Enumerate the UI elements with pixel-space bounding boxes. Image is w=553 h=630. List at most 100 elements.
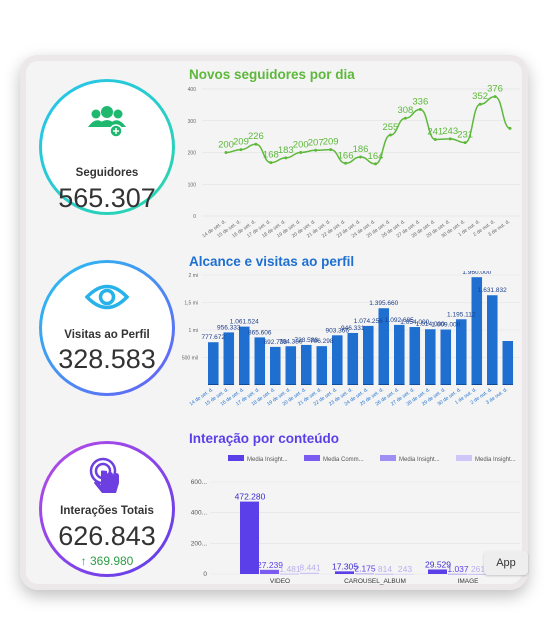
data-label: 352 [472,91,488,102]
data-label: 1.014.000 [416,321,445,328]
y-tick-label: 300 [188,119,197,125]
y-tick-label: 1 mi [189,328,198,334]
kpi-interacoes-label: Interações Totais [60,505,154,517]
data-point [403,116,407,120]
data-point [329,148,333,152]
data-label: 183 [278,145,294,156]
data-label: 704.386 [279,338,303,345]
legend-swatch [304,455,320,461]
bar-secondary [440,384,452,385]
bar [363,325,374,385]
data-label: 728.588 [295,337,319,344]
bar-secondary [456,384,467,385]
kpi-seguidores-label: Seguidores [75,167,139,179]
x-tick-label: IMAGE [458,578,480,585]
data-label: 903.366 [326,327,350,334]
data-label: 1.631.832 [478,287,507,294]
y-tick-label: 600... [191,479,207,486]
data-point [284,156,288,160]
data-label: 1.195.112 [447,311,476,318]
bar [332,335,343,385]
data-label: 956.333 [217,324,241,331]
data-label: 692.738 [264,339,288,346]
kpi-visitas-label: Visitas ao Perfil [64,329,150,341]
data-point [314,148,318,152]
data-point [418,107,422,111]
y-tick-label: 400... [191,510,207,517]
legend-label: Media Insight... [399,457,440,463]
data-point [388,133,392,137]
data-point [299,151,303,154]
bar [316,346,328,385]
data-label: 226 [248,131,264,142]
bar-secondary [471,384,483,385]
data-label: 472.280 [235,492,266,502]
data-label: 243 [398,564,412,574]
data-point [344,161,348,165]
bar [270,346,281,385]
data-label: 166 [338,150,354,161]
bar [285,346,297,385]
bar [428,569,447,574]
data-label: 1.395.660 [369,300,398,307]
data-label: 1.092.685 [385,317,414,324]
bar [335,571,354,574]
bar-secondary [285,384,297,385]
bar [440,329,452,385]
data-label: 1.960.000 [462,271,491,276]
app-button[interactable]: App [484,551,528,575]
data-label: 168 [263,150,279,161]
series-line [225,95,511,165]
y-tick-label: 0 [203,571,207,578]
data-label: 207 [308,137,324,148]
bar-secondary [425,384,436,385]
data-point [373,162,377,166]
bar [223,332,235,385]
data-label: 1.481 [279,564,301,574]
bar [394,324,405,385]
data-label: 1.009.000 [431,322,460,329]
bar [280,573,299,575]
bar-secondary [378,384,390,385]
data-label: 209 [323,137,339,148]
bar-secondary [208,384,219,385]
data-label: 17.305 [332,561,358,571]
data-label: 1.061.524 [230,319,259,326]
data-label: 1.037 [447,564,469,574]
data-label: 777.672 [202,334,226,341]
chart-title-alcance: Alcance e visitas ao perfil [189,254,355,269]
bar-secondary [502,384,514,385]
chart-title-seguidores: Novos seguidores por dia [189,67,355,82]
bar [254,337,266,385]
y-tick-label: 200 [188,151,197,157]
bar-secondary [394,384,405,385]
data-point [224,151,228,154]
data-label: 241 [427,126,443,137]
data-point [359,155,363,159]
data-label: 27.239 [257,560,283,570]
bar [301,344,312,385]
legend-swatch [228,455,244,461]
data-label: 231 [457,130,473,141]
kpi-seguidores-value: 565.307 [58,183,156,213]
legend-swatch [380,455,396,461]
data-label: 261 [471,564,485,574]
eye-icon [84,284,130,310]
y-tick-label: 200... [191,540,207,547]
bar-secondary [239,384,250,385]
kpi-seguidores: Seguidores 565.307 [39,79,175,215]
bar [240,501,259,574]
kpi-interacoes-value: 626.843 [58,521,156,551]
kpi-visitas-value: 328.583 [58,344,156,374]
data-label: 29.529 [425,559,451,569]
data-point [508,126,512,130]
bar [487,295,498,385]
bar-secondary [223,384,235,385]
tap-hand-icon [89,457,119,493]
data-label: 1.074.256 [354,318,383,325]
users-plus-icon [88,106,126,138]
data-point [239,148,243,152]
y-tick-label: 0 [193,214,196,220]
data-point [463,141,467,145]
